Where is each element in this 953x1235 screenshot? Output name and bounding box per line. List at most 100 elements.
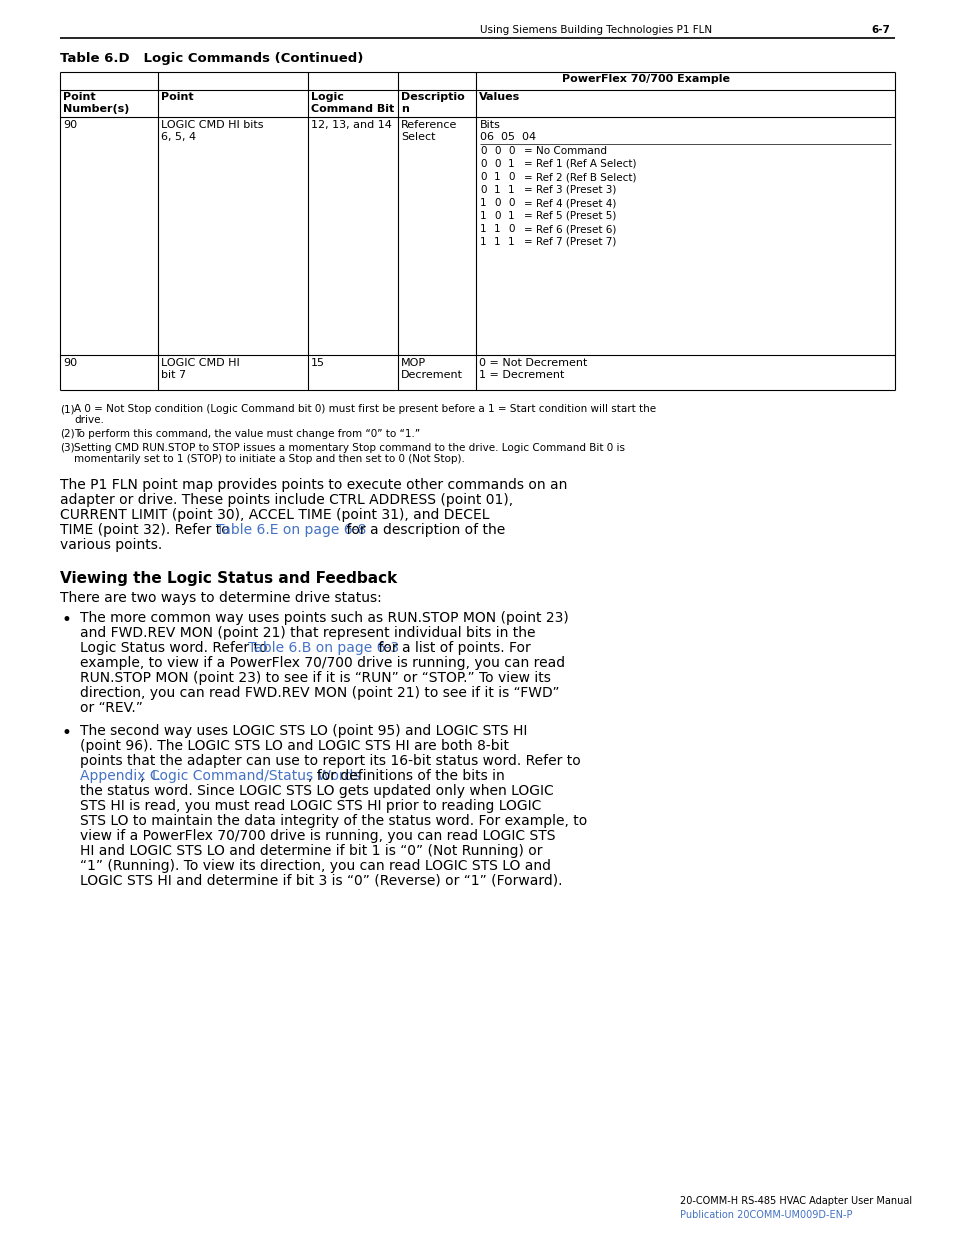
Text: 6, 5, 4: 6, 5, 4 — [161, 132, 196, 142]
Text: Table 6.B on page 6-3: Table 6.B on page 6-3 — [248, 641, 398, 655]
Text: 1: 1 — [479, 237, 486, 247]
Text: 1: 1 — [479, 224, 486, 233]
Text: 1: 1 — [494, 172, 500, 182]
Text: Appendix C: Appendix C — [80, 769, 159, 783]
Text: various points.: various points. — [60, 538, 162, 552]
Text: Setting CMD RUN.STOP to STOP issues a momentary Stop command to the drive. Logic: Setting CMD RUN.STOP to STOP issues a mo… — [74, 443, 624, 453]
Text: “1” (Running). To view its direction, you can read LOGIC STS LO and: “1” (Running). To view its direction, yo… — [80, 860, 551, 873]
Text: Publication 20COMM-UM009D-EN-P: Publication 20COMM-UM009D-EN-P — [679, 1210, 852, 1220]
Text: 15: 15 — [311, 358, 325, 368]
Text: and FWD.REV MON (point 21) that represent individual bits in the: and FWD.REV MON (point 21) that represen… — [80, 626, 535, 640]
Text: The more common way uses points such as RUN.STOP MON (point 23): The more common way uses points such as … — [80, 611, 568, 625]
Text: LOGIC STS HI and determine if bit 3 is “0” (Reverse) or “1” (Forward).: LOGIC STS HI and determine if bit 3 is “… — [80, 874, 562, 888]
Text: (1): (1) — [60, 404, 74, 414]
Text: Viewing the Logic Status and Feedback: Viewing the Logic Status and Feedback — [60, 571, 396, 585]
Text: the status word. Since LOGIC STS LO gets updated only when LOGIC: the status word. Since LOGIC STS LO gets… — [80, 784, 553, 798]
Text: 0: 0 — [494, 198, 500, 207]
Text: 1: 1 — [507, 159, 514, 169]
Text: n: n — [400, 104, 409, 114]
Text: , for definitions of the bits in: , for definitions of the bits in — [308, 769, 504, 783]
Text: •: • — [62, 724, 71, 742]
Text: example, to view if a PowerFlex 70/700 drive is running, you can read: example, to view if a PowerFlex 70/700 d… — [80, 656, 564, 671]
Text: Table 6.E on page 6-8: Table 6.E on page 6-8 — [215, 522, 366, 537]
Text: 1 = Decrement: 1 = Decrement — [478, 370, 564, 380]
Text: = No Command: = No Command — [523, 146, 606, 156]
Text: 6-7: 6-7 — [870, 25, 889, 35]
Text: CURRENT LIMIT (point 30), ACCEL TIME (point 31), and DECEL: CURRENT LIMIT (point 30), ACCEL TIME (po… — [60, 508, 489, 522]
Text: RUN.STOP MON (point 23) to see if it is “RUN” or “STOP.” To view its: RUN.STOP MON (point 23) to see if it is … — [80, 671, 550, 685]
Text: bit 7: bit 7 — [161, 370, 186, 380]
Text: 0: 0 — [479, 185, 486, 195]
Text: •: • — [62, 611, 71, 629]
Text: STS LO to maintain the data integrity of the status word. For example, to: STS LO to maintain the data integrity of… — [80, 814, 587, 827]
Text: 0: 0 — [494, 211, 500, 221]
Text: LOGIC CMD HI bits: LOGIC CMD HI bits — [161, 120, 263, 130]
Text: A 0 = Not Stop condition (Logic Command bit 0) must first be present before a 1 : A 0 = Not Stop condition (Logic Command … — [74, 404, 656, 414]
Text: Logic: Logic — [311, 91, 343, 103]
Text: To perform this command, the value must change from “0” to “1.”: To perform this command, the value must … — [74, 429, 419, 438]
Text: 1: 1 — [494, 237, 500, 247]
Text: ,: , — [140, 769, 149, 783]
Text: 0: 0 — [494, 159, 500, 169]
Text: points that the adapter can use to report its 16-bit status word. Refer to: points that the adapter can use to repor… — [80, 755, 580, 768]
Text: 1: 1 — [494, 224, 500, 233]
Text: LOGIC CMD HI: LOGIC CMD HI — [161, 358, 239, 368]
Text: 1: 1 — [479, 198, 486, 207]
Text: Select: Select — [400, 132, 435, 142]
Text: STS HI is read, you must read LOGIC STS HI prior to reading LOGIC: STS HI is read, you must read LOGIC STS … — [80, 799, 540, 813]
Text: 0: 0 — [479, 146, 486, 156]
Text: Point: Point — [161, 91, 193, 103]
Text: Bits: Bits — [479, 120, 500, 130]
Text: 1: 1 — [494, 185, 500, 195]
Text: drive.: drive. — [74, 415, 104, 425]
Text: momentarily set to 1 (STOP) to initiate a Stop and then set to 0 (Not Stop).: momentarily set to 1 (STOP) to initiate … — [74, 454, 464, 464]
Text: There are two ways to determine drive status:: There are two ways to determine drive st… — [60, 592, 381, 605]
Text: 1: 1 — [507, 211, 514, 221]
Text: 0: 0 — [479, 159, 486, 169]
Text: (3): (3) — [60, 443, 74, 453]
Text: adapter or drive. These points include CTRL ADDRESS (point 01),: adapter or drive. These points include C… — [60, 493, 513, 508]
Text: 06  05  04: 06 05 04 — [479, 132, 536, 142]
Text: view if a PowerFlex 70/700 drive is running, you can read LOGIC STS: view if a PowerFlex 70/700 drive is runn… — [80, 829, 555, 844]
Text: 1: 1 — [507, 237, 514, 247]
Text: Using Siemens Building Technologies P1 FLN: Using Siemens Building Technologies P1 F… — [479, 25, 711, 35]
Text: Values: Values — [478, 91, 519, 103]
Text: = Ref 1 (Ref A Select): = Ref 1 (Ref A Select) — [523, 159, 636, 169]
Text: 0: 0 — [494, 146, 500, 156]
Text: HI and LOGIC STS LO and determine if bit 1 is “0” (Not Running) or: HI and LOGIC STS LO and determine if bit… — [80, 844, 542, 858]
Text: 0: 0 — [507, 224, 514, 233]
Text: Number(s): Number(s) — [63, 104, 130, 114]
Text: 0: 0 — [479, 172, 486, 182]
Text: Table 6.D   Logic Commands (Continued): Table 6.D Logic Commands (Continued) — [60, 52, 363, 65]
Text: Command Bit: Command Bit — [311, 104, 394, 114]
Text: 1: 1 — [507, 185, 514, 195]
Text: 90: 90 — [63, 358, 77, 368]
Text: = Ref 7 (Preset 7): = Ref 7 (Preset 7) — [523, 237, 616, 247]
Text: Logic Status word. Refer to: Logic Status word. Refer to — [80, 641, 272, 655]
Text: = Ref 5 (Preset 5): = Ref 5 (Preset 5) — [523, 211, 616, 221]
Text: or “REV.”: or “REV.” — [80, 701, 143, 715]
Text: 0: 0 — [507, 172, 514, 182]
Text: = Ref 3 (Preset 3): = Ref 3 (Preset 3) — [523, 185, 616, 195]
Text: (2): (2) — [60, 429, 74, 438]
Text: = Ref 4 (Preset 4): = Ref 4 (Preset 4) — [523, 198, 616, 207]
Text: = Ref 2 (Ref B Select): = Ref 2 (Ref B Select) — [523, 172, 636, 182]
Text: 12, 13, and 14: 12, 13, and 14 — [311, 120, 392, 130]
Text: (point 96). The LOGIC STS LO and LOGIC STS HI are both 8-bit: (point 96). The LOGIC STS LO and LOGIC S… — [80, 739, 509, 753]
Text: The second way uses LOGIC STS LO (point 95) and LOGIC STS HI: The second way uses LOGIC STS LO (point … — [80, 724, 527, 739]
Text: 0: 0 — [507, 198, 514, 207]
Text: 20-COMM-H RS-485 HVAC Adapter User Manual: 20-COMM-H RS-485 HVAC Adapter User Manua… — [679, 1195, 911, 1207]
Text: for a description of the: for a description of the — [341, 522, 505, 537]
Text: The P1 FLN point map provides points to execute other commands on an: The P1 FLN point map provides points to … — [60, 478, 567, 492]
Text: TIME (point 32). Refer to: TIME (point 32). Refer to — [60, 522, 233, 537]
Text: Point: Point — [63, 91, 95, 103]
Text: Descriptio: Descriptio — [400, 91, 464, 103]
Text: 90: 90 — [63, 120, 77, 130]
Text: Logic Command/Status Words: Logic Command/Status Words — [152, 769, 360, 783]
Text: = Ref 6 (Preset 6): = Ref 6 (Preset 6) — [523, 224, 616, 233]
Text: Reference: Reference — [400, 120, 456, 130]
Text: 1: 1 — [479, 211, 486, 221]
Text: 0 = Not Decrement: 0 = Not Decrement — [478, 358, 587, 368]
Text: Decrement: Decrement — [400, 370, 462, 380]
Text: for a list of points. For: for a list of points. For — [374, 641, 530, 655]
